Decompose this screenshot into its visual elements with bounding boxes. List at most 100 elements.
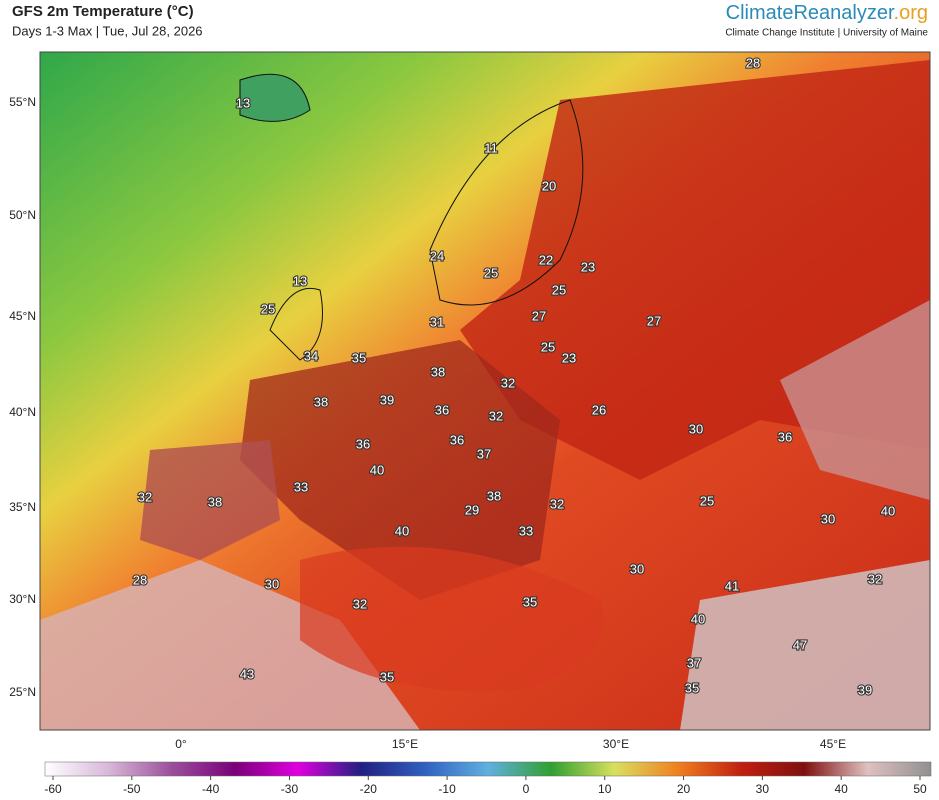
temperature-label: 43 xyxy=(240,666,254,681)
land-middle-east xyxy=(680,560,930,730)
brand: ClimateReanalyzer.org xyxy=(726,2,928,24)
colorbar-tick-label: 20 xyxy=(677,782,691,796)
lat-label: 50°N xyxy=(9,208,36,222)
colorbar-tick-label: -20 xyxy=(360,782,378,796)
temperature-label: 25 xyxy=(541,339,555,354)
temperature-label: 33 xyxy=(519,523,533,538)
brand-suffix: .org xyxy=(894,2,928,24)
colorbar-tick-label: -50 xyxy=(123,782,141,796)
lon-label: 0° xyxy=(175,737,187,751)
lat-label: 55°N xyxy=(9,95,36,109)
subtitle: Days 1-3 Max | Tue, Jul 28, 2026 xyxy=(12,23,203,38)
lat-label: 35°N xyxy=(9,500,36,514)
temperature-label: 13 xyxy=(236,95,250,110)
temperature-label: 36 xyxy=(435,402,449,417)
temperature-label: 23 xyxy=(562,350,576,365)
temperature-label: 35 xyxy=(380,669,394,684)
colorbar-tick-label: -10 xyxy=(438,782,456,796)
colorbar-tick-label: 50 xyxy=(913,782,927,796)
temperature-label: 24 xyxy=(430,248,444,263)
colorbar-tick-label: 30 xyxy=(756,782,770,796)
land-caspian xyxy=(780,300,930,500)
temperature-label: 28 xyxy=(746,55,760,70)
coast-scandinavia xyxy=(429,99,584,306)
temperature-label: 40 xyxy=(881,503,895,518)
colorbar-tick-label: -40 xyxy=(202,782,220,796)
temperature-label: 39 xyxy=(380,392,394,407)
temperature-label: 36 xyxy=(778,429,792,444)
temperature-label: 13 xyxy=(293,273,307,288)
temperature-label: 41 xyxy=(725,578,739,593)
sea-mediterranean xyxy=(300,546,604,692)
land-central xyxy=(240,340,560,600)
brand-main: ClimateReanalyzer xyxy=(726,2,895,24)
colorbar: -60 -50 -40 -30 -20 -10 0 10 20 30 40 50 xyxy=(44,761,932,796)
temperature-label: 26 xyxy=(592,402,606,417)
temperature-label: 40 xyxy=(370,462,384,477)
lat-label: 25°N xyxy=(9,685,36,699)
colorbar-tick-label: 0 xyxy=(523,782,530,796)
temperature-label: 32 xyxy=(550,496,564,511)
lon-label: 45°E xyxy=(820,737,846,751)
temperature-label: 38 xyxy=(208,494,222,509)
lat-label: 30°N xyxy=(9,592,36,606)
temperature-label: 25 xyxy=(552,282,566,297)
land-iberia xyxy=(140,440,280,560)
temperature-label: 32 xyxy=(489,408,503,423)
colorbar-tick-label: 10 xyxy=(598,782,612,796)
temperature-label: 11 xyxy=(484,140,498,155)
temperature-label: 32 xyxy=(353,596,367,611)
temperature-label: 35 xyxy=(685,680,699,695)
land-sahara xyxy=(40,560,420,730)
temperature-label: 28 xyxy=(133,572,147,587)
temperature-label: 30 xyxy=(689,421,703,436)
temperature-label: 36 xyxy=(450,432,464,447)
temperature-label: 32 xyxy=(868,571,882,586)
institute: Climate Change Institute | University of… xyxy=(725,28,928,39)
temperature-label: 25 xyxy=(261,301,275,316)
temperature-label: 32 xyxy=(501,375,515,390)
temperature-label: 31 xyxy=(430,314,444,329)
map xyxy=(40,52,930,730)
temperature-label: 27 xyxy=(647,313,661,328)
temperature-label: 23 xyxy=(581,259,595,274)
lat-label: 45°N xyxy=(9,309,36,323)
temperature-label: 38 xyxy=(431,364,445,379)
temperature-label: 30 xyxy=(630,561,644,576)
temperature-label: 20 xyxy=(542,178,556,193)
temperature-label: 27 xyxy=(532,308,546,323)
temperature-label: 37 xyxy=(477,446,491,461)
temperature-label: 37 xyxy=(687,655,701,670)
colorbar-tick-label: -30 xyxy=(281,782,299,796)
temperature-label: 36 xyxy=(356,436,370,451)
title: GFS 2m Temperature (°C) xyxy=(12,3,194,20)
temperature-label: 35 xyxy=(523,594,537,609)
land-iceland xyxy=(239,73,311,122)
temperature-label: 35 xyxy=(352,350,366,365)
temperature-label: 32 xyxy=(138,489,152,504)
temperature-label: 38 xyxy=(314,394,328,409)
colorbar-tick-label: -60 xyxy=(44,782,62,796)
lat-label: 40°N xyxy=(9,405,36,419)
map-frame xyxy=(39,51,931,731)
temperature-label: 39 xyxy=(858,682,872,697)
temperature-label: 40 xyxy=(691,611,705,626)
temperature-label: 34 xyxy=(304,348,318,363)
temperature-label: 33 xyxy=(294,479,308,494)
colorbar-tick-label: 40 xyxy=(835,782,849,796)
lon-label: 15°E xyxy=(392,737,418,751)
temperature-label: 47 xyxy=(793,637,807,652)
temperature-label: 22 xyxy=(539,252,553,267)
temperature-label: 29 xyxy=(465,502,479,517)
temperature-label: 25 xyxy=(700,493,714,508)
temperature-label: 30 xyxy=(265,576,279,591)
colorbar-bar xyxy=(44,761,932,777)
temperature-label: 25 xyxy=(484,265,498,280)
temperature-label: 30 xyxy=(821,511,835,526)
lon-label: 30°E xyxy=(603,737,629,751)
temperature-label: 40 xyxy=(395,523,409,538)
coast-britain xyxy=(269,288,323,361)
temperature-label: 38 xyxy=(487,488,501,503)
